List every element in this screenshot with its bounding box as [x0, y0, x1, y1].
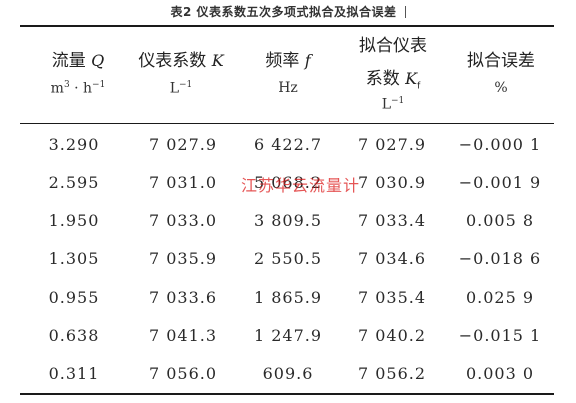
- header-fit-error-unit: %: [494, 80, 508, 96]
- table-row: 1.305 7 035.9 2 550.5 7 034.6 −0.018 6: [20, 242, 554, 275]
- bottom-rule: [20, 393, 554, 395]
- cell-frequency: 1 247.9: [253, 326, 323, 345]
- header-fit-error-title: 拟合误差: [467, 51, 535, 71]
- cell-fitted-coefficient: 7 033.4: [357, 211, 427, 230]
- header-frequency-unit: Hz: [278, 80, 298, 96]
- header-meter-coefficient-unit-base: L: [169, 80, 179, 97]
- cell-fit-error: −0.015 1: [458, 326, 542, 345]
- cell-flow: 1.950: [48, 211, 100, 230]
- header-flow-unit-exp2: −1: [92, 80, 106, 90]
- header-flow: 流量 Q m3 · h−1: [22, 28, 134, 122]
- cell-fit-error: −0.000 1: [458, 135, 542, 154]
- table-caption-text: 表2 仪表系数五次多项式拟合及拟合误差: [170, 5, 397, 19]
- table-row: 0.955 7 033.6 1 865.9 7 035.4 0.025 9: [20, 281, 554, 314]
- header-meter-coefficient: 仪表系数 K L−1: [126, 28, 236, 122]
- cell-meter-coefficient: 7 041.3: [148, 326, 218, 345]
- header-fitted-coefficient-unit-exp: −1: [391, 96, 405, 107]
- cell-frequency: 2 550.5: [253, 249, 323, 268]
- header-rule: [20, 123, 554, 124]
- cell-meter-coefficient: 7 031.0: [148, 173, 218, 192]
- cell-fit-error: 0.003 0: [465, 364, 535, 383]
- header-flow-unit-mid: · h: [69, 80, 93, 97]
- cell-flow: 1.305: [48, 249, 100, 268]
- table-row: 0.311 7 056.0 609.6 7 056.2 0.003 0: [20, 357, 554, 390]
- header-fitted-coefficient: 拟合仪表 系数 Kf L−1: [340, 28, 446, 122]
- cell-meter-coefficient: 7 033.0: [148, 211, 218, 230]
- cell-flow: 0.955: [48, 288, 100, 307]
- header-frequency-symbol: f: [304, 51, 311, 70]
- cell-flow: 2.595: [48, 173, 100, 192]
- header-fitted-coefficient-title2: 系数: [365, 69, 400, 89]
- header-meter-coefficient-title: 仪表系数: [138, 51, 207, 71]
- cell-frequency: 5 068.2: [253, 173, 323, 192]
- table-row: 0.638 7 041.3 1 247.9 7 040.2 −0.015 1: [20, 319, 554, 352]
- cell-fit-error: 0.005 8: [465, 211, 535, 230]
- cell-meter-coefficient: 7 033.6: [148, 288, 218, 307]
- header-fitted-coefficient-symbol-sub: f: [417, 81, 421, 92]
- top-rule: [20, 25, 554, 27]
- header-frequency-title: 频率: [265, 51, 300, 71]
- cell-frequency: 6 422.7: [253, 135, 323, 154]
- cell-fitted-coefficient: 7 040.2: [357, 326, 427, 345]
- header-flow-title: 流量: [51, 51, 86, 71]
- header-flow-symbol: Q: [91, 51, 105, 70]
- header-fitted-coefficient-unit-base: L: [381, 97, 391, 114]
- header-flow-unit-base: m: [50, 80, 64, 97]
- cell-flow: 3.290: [48, 135, 100, 154]
- cell-flow: 0.638: [48, 326, 100, 345]
- cell-fitted-coefficient: 7 056.2: [357, 364, 427, 383]
- cell-flow: 0.311: [48, 364, 100, 383]
- header-fit-error: 拟合误差 %: [448, 28, 554, 122]
- cell-fit-error: −0.018 6: [458, 249, 542, 268]
- table-row: 2.595 7 031.0 5 068.2 7 030.9 −0.001 9: [20, 166, 554, 199]
- table-row: 3.290 7 027.9 6 422.7 7 027.9 −0.000 1: [20, 128, 554, 161]
- cell-meter-coefficient: 7 035.9: [148, 249, 218, 268]
- cell-fitted-coefficient: 7 035.4: [357, 288, 427, 307]
- cell-meter-coefficient: 7 056.0: [148, 364, 218, 383]
- cell-fitted-coefficient: 7 030.9: [357, 173, 427, 192]
- cell-fit-error: −0.001 9: [458, 173, 542, 192]
- cell-frequency: 3 809.5: [253, 211, 323, 230]
- cell-fit-error: 0.025 9: [465, 288, 535, 307]
- table-caption: 表2 仪表系数五次多项式拟合及拟合误差: [0, 3, 576, 20]
- header-frequency: 频率 f Hz: [238, 28, 338, 122]
- header-fitted-coefficient-symbol: K: [405, 69, 418, 88]
- header-fitted-coefficient-title: 拟合仪表: [359, 36, 427, 56]
- header-meter-coefficient-symbol: K: [211, 51, 224, 70]
- cell-fitted-coefficient: 7 034.6: [357, 249, 427, 268]
- header-flow-unit-exp1: 3: [63, 80, 70, 90]
- cell-frequency: 1 865.9: [253, 288, 323, 307]
- cell-fitted-coefficient: 7 027.9: [357, 135, 427, 154]
- cell-meter-coefficient: 7 027.9: [148, 135, 218, 154]
- table-row: 1.950 7 033.0 3 809.5 7 033.4 0.005 8: [20, 204, 554, 237]
- cell-frequency: 609.6: [262, 364, 314, 383]
- header-meter-coefficient-unit-exp: −1: [179, 80, 193, 90]
- text-cursor: [404, 6, 406, 18]
